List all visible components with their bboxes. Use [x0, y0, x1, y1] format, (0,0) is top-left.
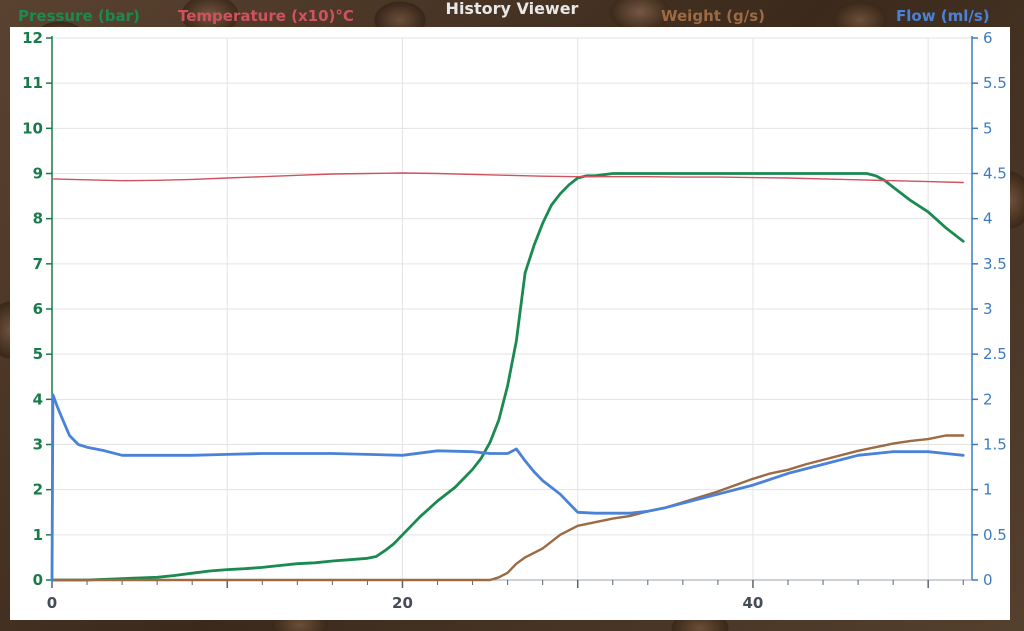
pressure-series-line — [50, 172, 965, 582]
right-tick-label-3: 1.5 — [983, 436, 1007, 454]
legend-pressure[interactable]: Pressure (bar) — [18, 7, 140, 25]
left-tick-label-7: 7 — [33, 255, 43, 273]
left-tick-label-5: 5 — [33, 345, 43, 363]
temperature-series-line — [51, 172, 964, 184]
left-tick-label-2: 2 — [33, 481, 43, 499]
right-tick-label-4: 2 — [983, 390, 993, 408]
right-tick-label-5: 2.5 — [983, 345, 1007, 363]
legend-temperature[interactable]: Temperature (x10)°C — [178, 7, 354, 25]
chart-svg: 012345678910111200.511.522.533.544.555.5… — [22, 29, 1007, 612]
right-tick-label-0: 0 — [983, 571, 993, 589]
left-tick-label-1: 1 — [33, 526, 43, 544]
left-tick-label-9: 9 — [33, 165, 43, 183]
left-tick-label-6: 6 — [33, 300, 43, 318]
right-tick-label-10: 5 — [983, 119, 993, 137]
right-tick-label-12: 6 — [983, 29, 993, 47]
x-tick-label-2: 40 — [743, 594, 764, 612]
left-tick-label-3: 3 — [33, 436, 43, 454]
left-tick-label-10: 10 — [22, 119, 43, 137]
left-tick-label-8: 8 — [33, 210, 43, 228]
right-tick-label-6: 3 — [983, 300, 993, 318]
chart-plot-area: 0 1 2 3 4 5 6 7 8 9 10 11 12 0 0.5 1 1.5 2 2.5 3 3.5 4 4.5 5 5.5… — [10, 27, 1010, 620]
left-tick-label-12: 12 — [22, 29, 43, 47]
right-tick-label-1: 0.5 — [983, 526, 1007, 544]
flow-series-line — [50, 393, 965, 582]
right-tick-label-8: 4 — [983, 210, 993, 228]
right-tick-label-11: 5.5 — [983, 74, 1007, 92]
right-tick-label-7: 3.5 — [983, 255, 1007, 273]
legend-weight[interactable]: Weight (g/s) — [661, 7, 765, 25]
chart-title: History Viewer — [445, 0, 579, 18]
left-tick-label-0: 0 — [33, 571, 43, 589]
x-tick-label-0: 0 — [47, 594, 57, 612]
weight-series-line — [50, 434, 965, 582]
left-tick-label-4: 4 — [33, 390, 43, 408]
left-tick-label-11: 11 — [22, 74, 43, 92]
right-tick-label-2: 1 — [983, 481, 993, 499]
x-tick-label-1: 20 — [392, 594, 413, 612]
legend-flow[interactable]: Flow (ml/s) — [896, 7, 990, 25]
right-tick-label-9: 4.5 — [983, 165, 1007, 183]
